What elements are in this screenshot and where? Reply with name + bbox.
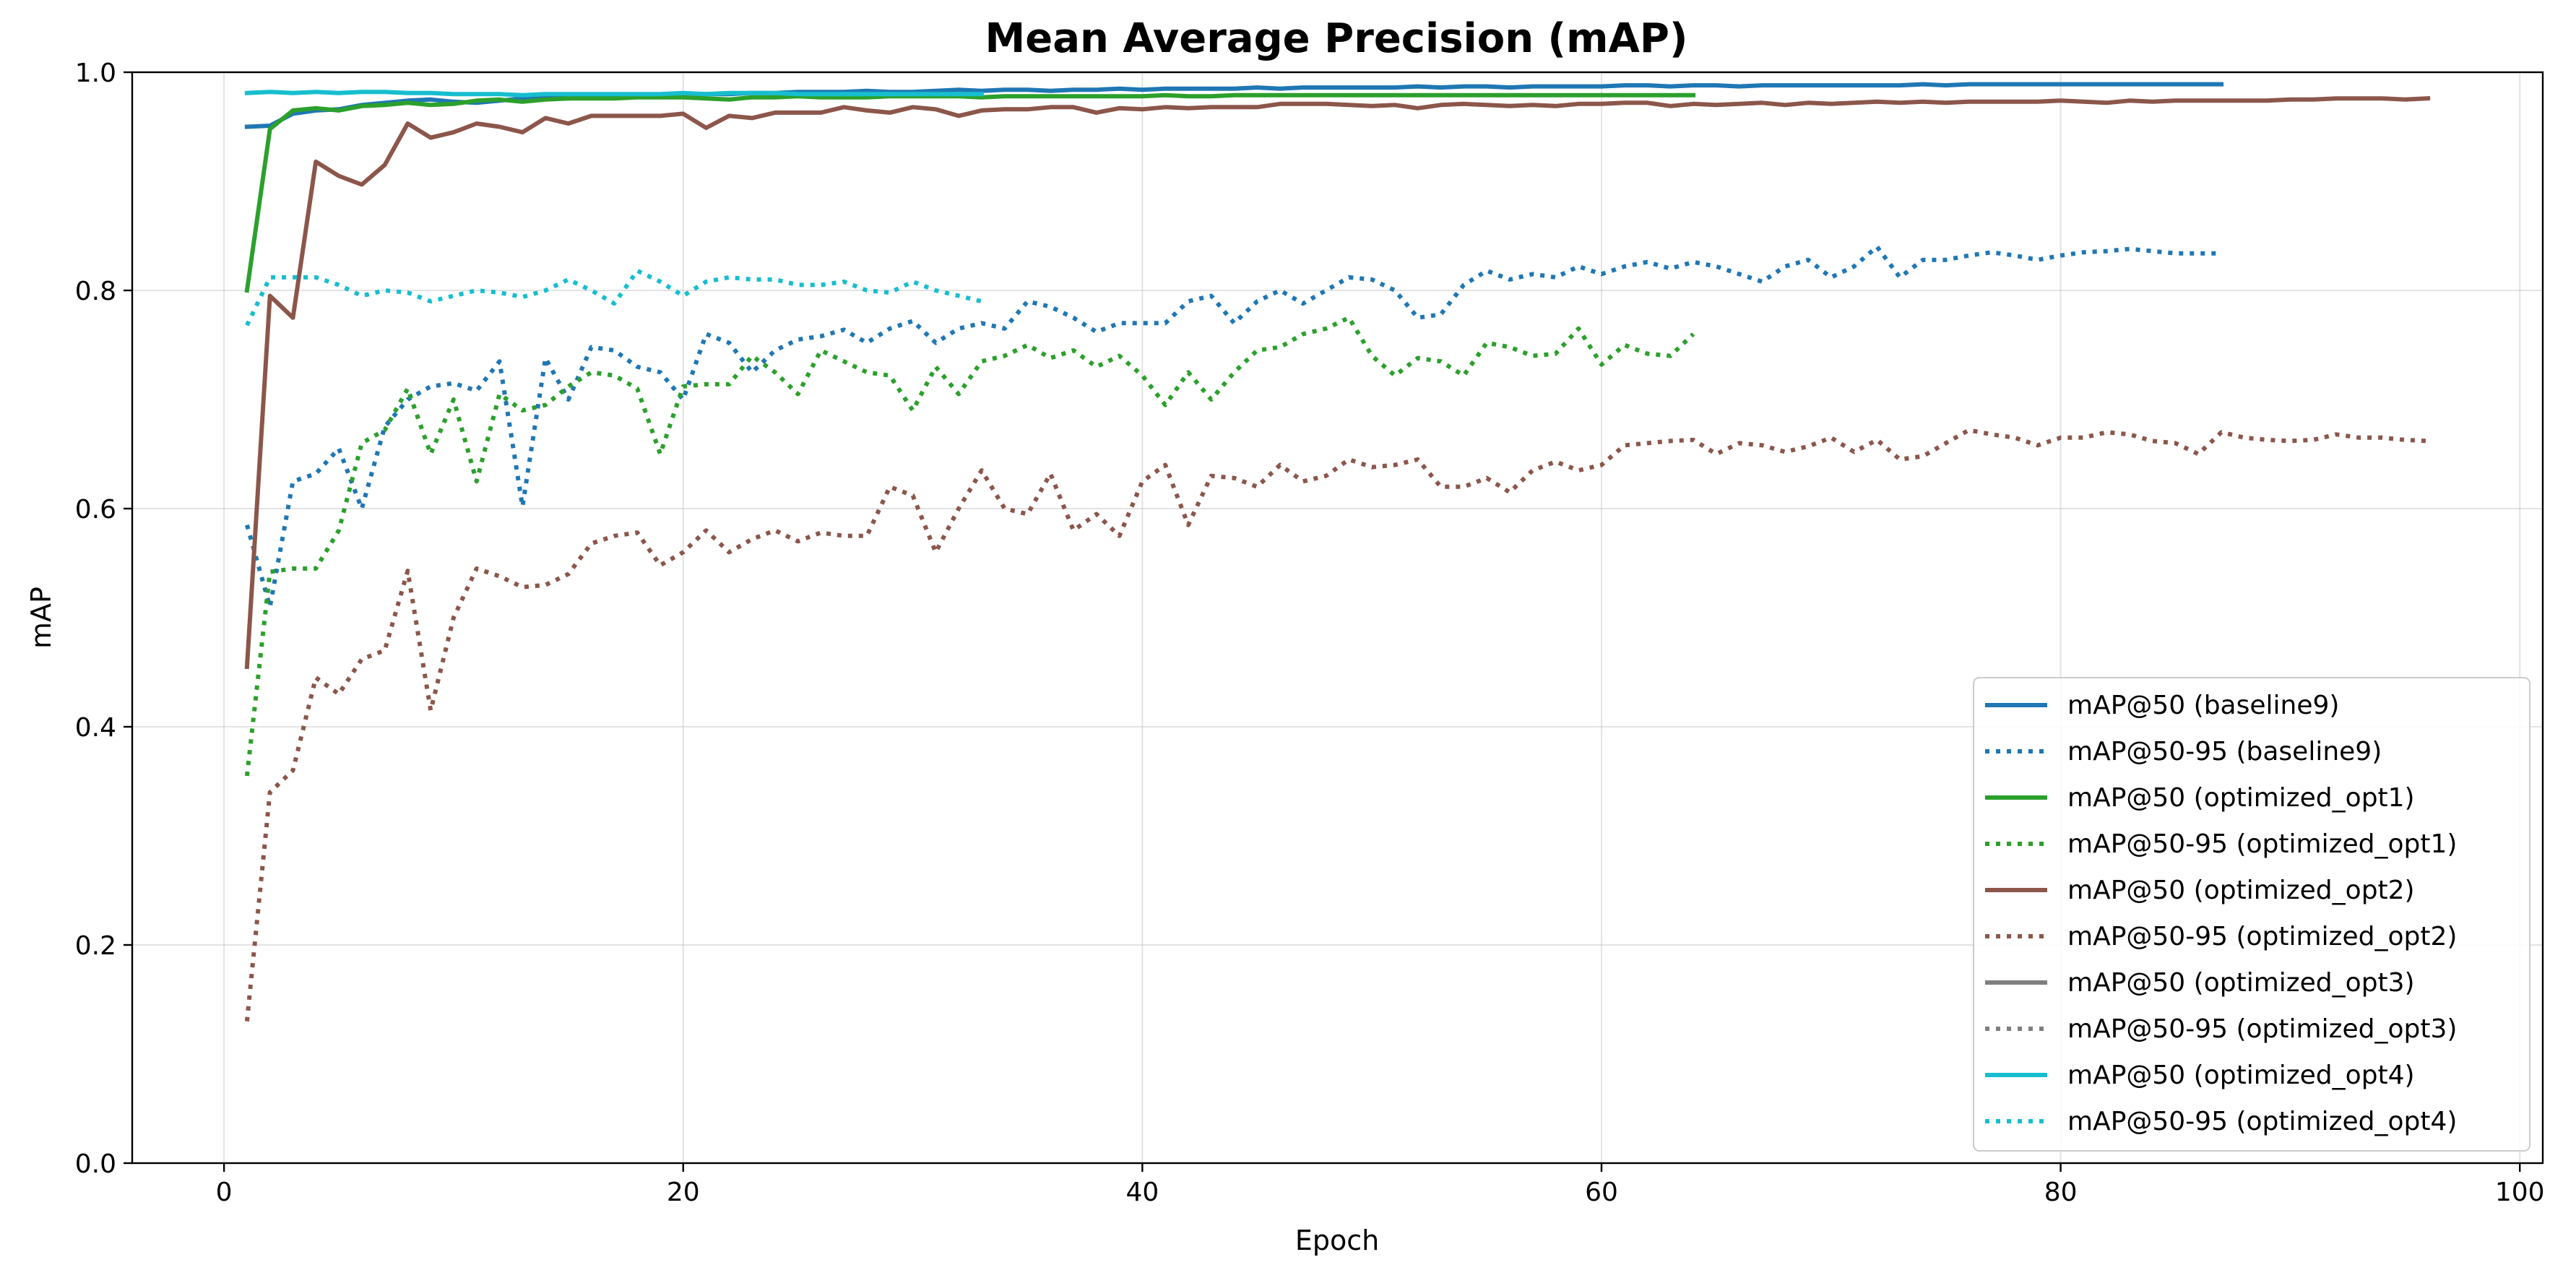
legend-label-9: mAP@50-95 (optimized_opt4) bbox=[2067, 1107, 2457, 1136]
x-tick-label: 100 bbox=[2495, 1178, 2545, 1207]
legend: mAP@50 (baseline9) mAP@50-95 (baseline9) m… bbox=[1973, 677, 2530, 1152]
legend-label-6: mAP@50 (optimized_opt3) bbox=[2067, 968, 2415, 998]
series-group bbox=[244, 82, 2431, 1022]
legend-label-0: mAP@50 (baseline9) bbox=[2067, 691, 2339, 720]
legend-label-4: mAP@50 (optimized_opt2) bbox=[2067, 876, 2415, 905]
x-tick-label: 0 bbox=[216, 1178, 233, 1207]
series-line-1 bbox=[245, 244, 2222, 609]
x-tick-label: 60 bbox=[1585, 1178, 1618, 1207]
y-tick-label: 0.0 bbox=[75, 1149, 116, 1179]
legend-label-5: mAP@50-95 (optimized_opt2) bbox=[2067, 922, 2457, 951]
legend-label-2: mAP@50 (optimized_opt1) bbox=[2067, 783, 2415, 813]
legend-label-1: mAP@50-95 (baseline9) bbox=[2067, 737, 2382, 767]
chart-title: Mean Average Precision (mAP) bbox=[985, 15, 1688, 62]
plot-frame bbox=[131, 71, 2544, 1165]
y-tick-label: 0.8 bbox=[75, 277, 116, 306]
x-tick-label: 80 bbox=[2044, 1178, 2078, 1207]
legend-box bbox=[1973, 677, 2530, 1152]
series-line-4 bbox=[244, 96, 2431, 670]
y-axis-label: mAP bbox=[25, 587, 57, 649]
y-tick-label: 1.0 bbox=[75, 59, 116, 88]
series-line-9 bbox=[245, 268, 982, 327]
legend-label-3: mAP@50-95 (optimized_opt1) bbox=[2067, 829, 2457, 859]
series-line-8 bbox=[244, 90, 984, 98]
x-axis-label: Epoch bbox=[1295, 1225, 1379, 1256]
y-tick-label: 0.6 bbox=[75, 495, 116, 524]
y-tick-label: 0.2 bbox=[75, 931, 116, 961]
y-tick-label: 0.4 bbox=[75, 713, 116, 743]
x-tick-label: 20 bbox=[667, 1178, 700, 1207]
legend-label-8: mAP@50 (optimized_opt4) bbox=[2067, 1061, 2415, 1090]
series-line-2 bbox=[244, 92, 1696, 293]
x-tick-label: 40 bbox=[1125, 1178, 1159, 1207]
legend-label-7: mAP@50-95 (optimized_opt3) bbox=[2067, 1014, 2457, 1044]
axis-ticks: 0 20 40 60 80 100 0.0 0.2 0.4 0.6 0.8 1.0 bbox=[75, 59, 2545, 1207]
series-line-3 bbox=[244, 315, 1695, 777]
